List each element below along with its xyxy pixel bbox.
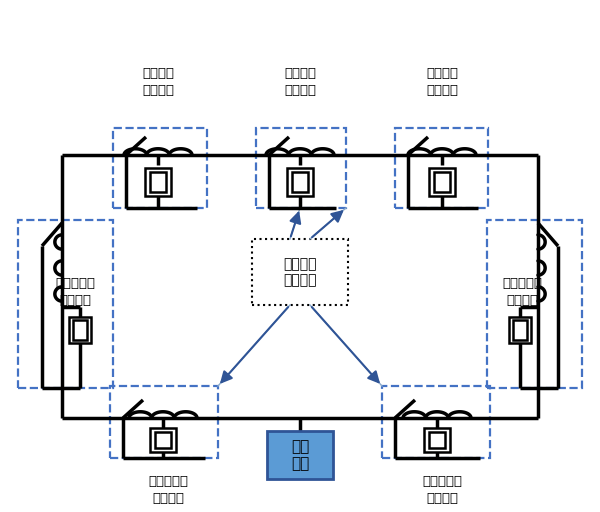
Bar: [429, 168, 455, 196]
Bar: [155, 432, 172, 449]
Bar: [113, 128, 207, 208]
Text: ポロイダル
コイル１: ポロイダル コイル１: [55, 277, 95, 307]
Bar: [395, 128, 488, 208]
Text: ポロイダル
コイル４: ポロイダル コイル４: [502, 277, 542, 307]
Bar: [509, 317, 531, 343]
Bar: [292, 172, 308, 192]
Text: ヘリカル
コイル２: ヘリカル コイル２: [284, 67, 316, 97]
Bar: [149, 172, 166, 192]
Bar: [256, 128, 346, 208]
Bar: [513, 320, 527, 340]
Text: ポロイダル
コイル３: ポロイダル コイル３: [422, 475, 462, 505]
Text: クエンチ
保護回路: クエンチ 保護回路: [283, 257, 317, 287]
Bar: [428, 432, 445, 449]
Bar: [252, 239, 348, 305]
Bar: [110, 386, 218, 458]
Text: 直流
電源: 直流 電源: [291, 439, 309, 471]
Bar: [434, 172, 451, 192]
Bar: [150, 428, 176, 452]
Text: ポロイダル
コイル２: ポロイダル コイル２: [148, 475, 188, 505]
Bar: [287, 168, 313, 196]
Bar: [145, 168, 171, 196]
Text: ヘリカル
コイル３: ヘリカル コイル３: [426, 67, 458, 97]
Bar: [73, 320, 87, 340]
Text: ヘリカル
コイル１: ヘリカル コイル１: [142, 67, 174, 97]
Bar: [69, 317, 91, 343]
Bar: [18, 220, 113, 388]
Bar: [267, 431, 333, 479]
Bar: [424, 428, 450, 452]
Bar: [487, 220, 582, 388]
Bar: [382, 386, 490, 458]
